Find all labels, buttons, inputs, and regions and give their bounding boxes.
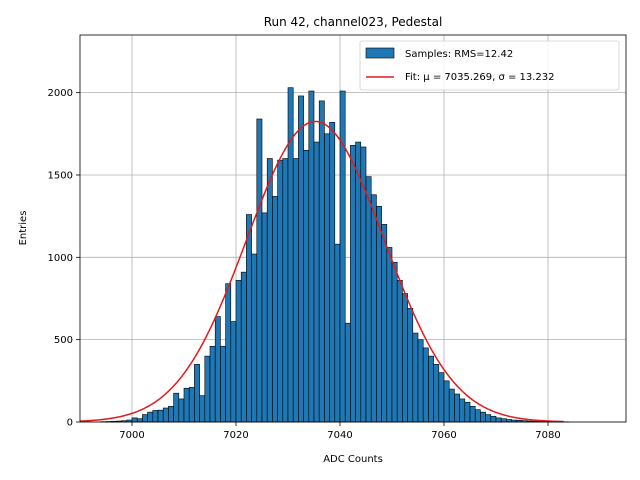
- histogram-bar: [459, 398, 466, 423]
- plot-frame: [79, 34, 627, 423]
- histogram-bar: [178, 398, 185, 423]
- y-axis-label: Entries: [18, 211, 29, 246]
- histogram-bar: [194, 364, 200, 423]
- histogram-bar: [266, 158, 273, 423]
- y-tick-label-2: 1000: [48, 253, 73, 264]
- histogram-bar: [188, 387, 195, 423]
- histogram-bar: [251, 253, 258, 423]
- histogram-bar: [485, 414, 492, 423]
- legend: Samples: RMS=12.42 Fit: μ = 7035.269, σ …: [359, 40, 620, 91]
- histogram-bar: [136, 418, 143, 423]
- histogram-bar: [147, 411, 154, 423]
- histogram-bar: [433, 364, 440, 423]
- histogram-bar: [220, 345, 226, 423]
- histogram-bar: [183, 387, 190, 423]
- histogram-bar: [209, 345, 216, 423]
- histogram-bar: [454, 393, 460, 423]
- legend-label-histogram: Samples: RMS=12.42: [405, 49, 513, 60]
- histogram-bars: [100, 87, 570, 423]
- histogram-bar: [173, 392, 180, 423]
- histogram-bar: [324, 133, 330, 423]
- histogram-bar: [329, 121, 336, 423]
- histogram-bar: [162, 407, 169, 423]
- histogram-bar: [443, 380, 450, 423]
- histogram-bar: [474, 409, 481, 423]
- histogram-bar: [235, 280, 242, 423]
- histogram-bar: [422, 347, 429, 423]
- histogram-bar: [355, 141, 362, 423]
- histogram-bar: [272, 196, 278, 423]
- histogram-bar: [277, 159, 284, 423]
- histogram-bar: [256, 118, 263, 423]
- histogram-bar: [500, 418, 507, 423]
- histogram-bar: [282, 158, 289, 423]
- chart-title: Run 42, channel023, Pedestal: [264, 15, 443, 29]
- x-ticks: 7000 7020 7040 7060 7080: [119, 422, 561, 441]
- x-axis-label: ADC Counts: [323, 454, 383, 465]
- y-tick-label-1: 500: [54, 335, 73, 346]
- histogram-bar: [303, 149, 310, 423]
- histogram-bar: [308, 90, 315, 423]
- histogram-bar: [391, 261, 398, 423]
- histogram-bar: [152, 410, 159, 423]
- histogram-bar: [490, 415, 497, 423]
- y-tick-label-3: 1500: [48, 170, 73, 181]
- histogram-bar: [480, 411, 486, 423]
- histogram-bar: [157, 409, 164, 423]
- histogram-bar: [240, 271, 247, 423]
- histogram-bar: [334, 243, 341, 423]
- x-tick-label-0: 7000: [119, 430, 144, 441]
- histogram-bar: [225, 283, 232, 423]
- histogram-bar: [376, 205, 382, 423]
- histogram-bar: [417, 339, 424, 423]
- histogram-bar: [298, 95, 304, 423]
- x-tick-label-4: 7080: [535, 430, 560, 441]
- histogram-bar: [464, 401, 471, 423]
- histogram-bar: [381, 224, 388, 423]
- histogram-bar: [412, 332, 419, 423]
- x-tick-label-1: 7020: [223, 430, 248, 441]
- x-tick-label-3: 7060: [431, 430, 456, 441]
- legend-label-fit: Fit: μ = 7035.269, σ = 13.232: [405, 72, 555, 83]
- y-tick-label-0: 0: [67, 418, 73, 429]
- fit-curve: [79, 120, 564, 423]
- histogram-bar: [261, 212, 268, 423]
- histogram-bar: [428, 355, 434, 423]
- histogram-bar: [469, 406, 476, 423]
- x-tick-label-2: 7040: [327, 430, 352, 441]
- legend-box: [359, 40, 620, 91]
- histogram-bar: [370, 194, 377, 423]
- histogram-bar: [313, 141, 320, 423]
- histogram-bar: [396, 280, 403, 423]
- histogram-bar: [230, 321, 237, 423]
- histogram-bar: [292, 158, 299, 423]
- histogram-bar: [365, 176, 372, 423]
- legend-swatch-histogram: [365, 47, 395, 59]
- histogram-bar: [407, 308, 414, 423]
- histogram-bar: [214, 316, 221, 423]
- histogram-bar: [204, 355, 211, 423]
- histogram-bar: [318, 100, 325, 423]
- histogram-bar: [438, 372, 445, 423]
- y-ticks: 0 500 1000 1500 2000: [48, 88, 80, 429]
- histogram-bar: [495, 417, 502, 423]
- histogram-bar: [131, 417, 138, 423]
- histogram-bar: [386, 247, 393, 423]
- y-tick-label-4: 2000: [48, 88, 73, 99]
- histogram-bar: [168, 406, 174, 423]
- histogram-bar: [402, 293, 408, 423]
- histogram-bar: [246, 214, 252, 423]
- histogram-bar: [350, 145, 356, 423]
- histogram-bar: [199, 395, 206, 423]
- histogram-bar: [142, 414, 148, 423]
- histogram-bar: [448, 388, 455, 423]
- histogram-bar: [344, 322, 351, 423]
